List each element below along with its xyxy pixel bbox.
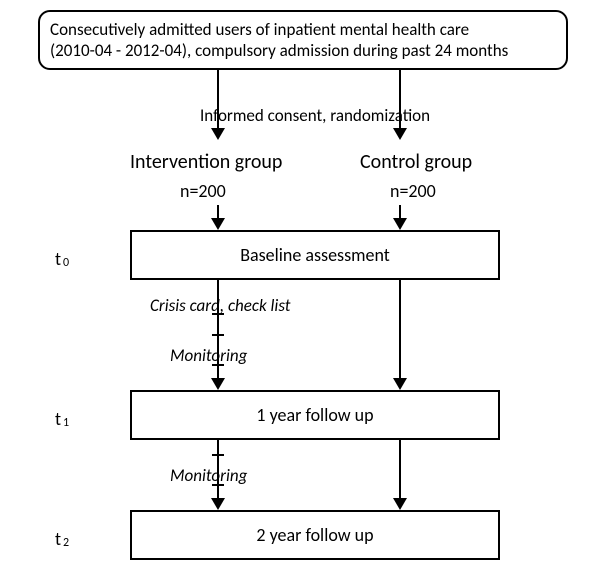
- intervention-label: Intervention group: [130, 150, 282, 174]
- t0-label: t: [55, 248, 61, 270]
- baseline-box: Baseline assessment: [130, 230, 500, 280]
- followup1-box: 1 year follow up: [130, 390, 500, 440]
- n-control-label: n=200: [390, 180, 436, 202]
- followup2-text: 2 year follow up: [256, 524, 373, 546]
- t0-subscript: 0: [63, 256, 69, 270]
- consent-label: Informed consent, randomization: [200, 105, 430, 126]
- crisis-card-label: Crisis card, check list: [150, 295, 290, 316]
- baseline-text: Baseline assessment: [240, 244, 390, 266]
- flowchart-stage: Consecutively admitted users of inpatien…: [0, 0, 600, 581]
- arrows-layer: [0, 0, 600, 581]
- monitoring-2-label: Monitoring: [170, 465, 247, 486]
- t2-label: t: [55, 528, 61, 550]
- followup1-text: 1 year follow up: [256, 404, 373, 426]
- n-intervention-label: n=200: [180, 180, 226, 202]
- t1-subscript: 1: [63, 416, 69, 430]
- t1-label: t: [55, 408, 61, 430]
- followup2-box: 2 year follow up: [130, 510, 500, 560]
- monitoring-1-label: Monitoring: [170, 345, 247, 366]
- inclusion-text: Consecutively admitted users of inpatien…: [50, 19, 508, 61]
- t2-subscript: 2: [63, 536, 69, 550]
- control-label: Control group: [360, 150, 472, 174]
- inclusion-box: Consecutively admitted users of inpatien…: [38, 10, 568, 70]
